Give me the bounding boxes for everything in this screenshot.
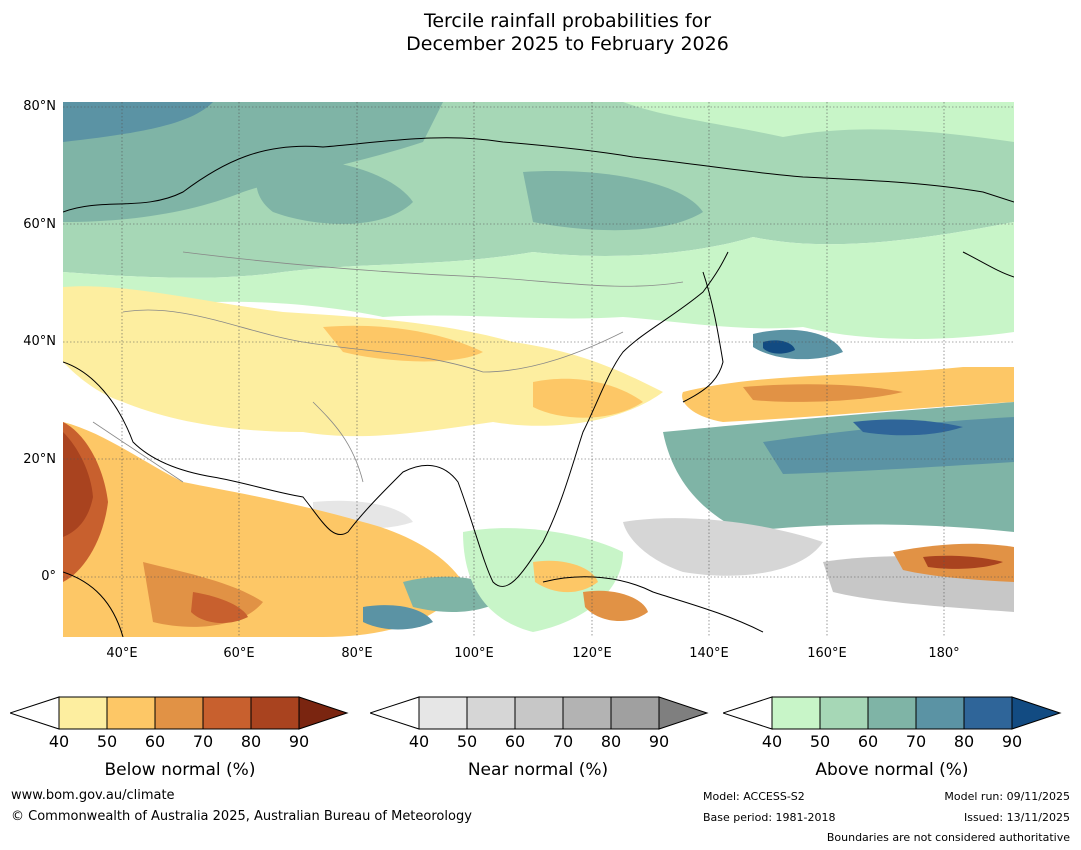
- tick-below-70: 70: [192, 732, 214, 751]
- tick-above-40: 40: [761, 732, 783, 751]
- map-canvas: [63, 102, 1014, 637]
- tick-above-60: 60: [857, 732, 879, 751]
- colorbar-below-label: Below normal (%): [104, 760, 256, 780]
- colorbar-above-label: Above normal (%): [815, 760, 969, 780]
- base-period-text: Base period: 1981-2018: [703, 811, 836, 824]
- tick-near-80: 80: [600, 732, 622, 751]
- lat-label-20n: 20°N: [23, 452, 56, 467]
- tick-below-80: 80: [240, 732, 262, 751]
- swatch-above-4: [915, 696, 965, 730]
- swatch-above-5: [963, 696, 1013, 730]
- swatch-below-3: [154, 696, 204, 730]
- colorbar-below-swatches: [8, 696, 349, 730]
- issued-text: Issued: 13/11/2025: [963, 811, 1070, 824]
- model-run-text: Model run: 09/11/2025: [944, 790, 1070, 803]
- title-line-2: December 2025 to February 2026: [406, 33, 729, 55]
- website-link[interactable]: www.bom.gov.au/climate: [11, 788, 175, 803]
- swatch-near-5: [610, 696, 660, 730]
- lat-label-40n: 40°N: [23, 334, 56, 349]
- disclaimer-text: Boundaries are not considered authoritat…: [826, 831, 1070, 844]
- swatch-above-1: [771, 696, 821, 730]
- swatch-near-4: [562, 696, 612, 730]
- swatch-near-3: [514, 696, 564, 730]
- tick-below-90: 90: [288, 732, 310, 751]
- colorbar-near-normal: 40 50 60 70 80 90: [368, 696, 710, 751]
- tick-near-70: 70: [552, 732, 574, 751]
- swatch-below-4: [202, 696, 252, 730]
- swatch-above-2: [819, 696, 869, 730]
- colorbar-above-normal: 40 50 60 70 80 90: [721, 696, 1063, 751]
- swatch-below-1: [58, 696, 108, 730]
- tick-below-50: 50: [96, 732, 118, 751]
- colorbar-near-label: Near normal (%): [467, 760, 609, 780]
- lon-label-40e: 40°E: [106, 646, 138, 661]
- swatch-above-3: [867, 696, 917, 730]
- lat-label-60n: 60°N: [23, 217, 56, 232]
- tick-near-90: 90: [648, 732, 670, 751]
- tick-above-70: 70: [905, 732, 927, 751]
- lon-label-140e: 140°E: [689, 646, 729, 661]
- swatch-above-6: [1011, 696, 1062, 730]
- tick-near-50: 50: [456, 732, 478, 751]
- colorbar-near-swatches: [368, 696, 709, 730]
- lon-label-60e: 60°E: [223, 646, 255, 661]
- model-text: Model: ACCESS-S2: [703, 790, 805, 803]
- swatch-below-2: [106, 696, 156, 730]
- title-line-1: Tercile rainfall probabilities for: [423, 10, 712, 32]
- lat-label-0: 0°: [41, 569, 56, 584]
- colorbar-below-normal: 40 50 60 70 80 90: [8, 696, 350, 751]
- copyright-text: © Commonwealth of Australia 2025, Austra…: [11, 809, 472, 824]
- probability-map: [63, 102, 1014, 637]
- lon-label-80e: 80°E: [341, 646, 373, 661]
- swatch-near-1: [418, 696, 468, 730]
- lon-label-120e: 120°E: [572, 646, 612, 661]
- tick-near-40: 40: [408, 732, 430, 751]
- tick-above-50: 50: [809, 732, 831, 751]
- map-title: Tercile rainfall probabilities for Decem…: [0, 10, 1081, 56]
- lon-label-160e: 160°E: [807, 646, 847, 661]
- tick-above-90: 90: [1001, 732, 1023, 751]
- swatch-below-5: [250, 696, 300, 730]
- lon-label-180: 180°: [928, 646, 960, 661]
- swatch-near-2: [466, 696, 516, 730]
- lon-label-100e: 100°E: [454, 646, 494, 661]
- swatch-below-6: [298, 696, 349, 730]
- lat-label-80n: 80°N: [23, 99, 56, 114]
- tick-below-40: 40: [48, 732, 70, 751]
- tick-below-60: 60: [144, 732, 166, 751]
- tick-above-80: 80: [953, 732, 975, 751]
- swatch-near-6: [658, 696, 709, 730]
- colorbar-above-swatches: [721, 696, 1062, 730]
- tick-near-60: 60: [504, 732, 526, 751]
